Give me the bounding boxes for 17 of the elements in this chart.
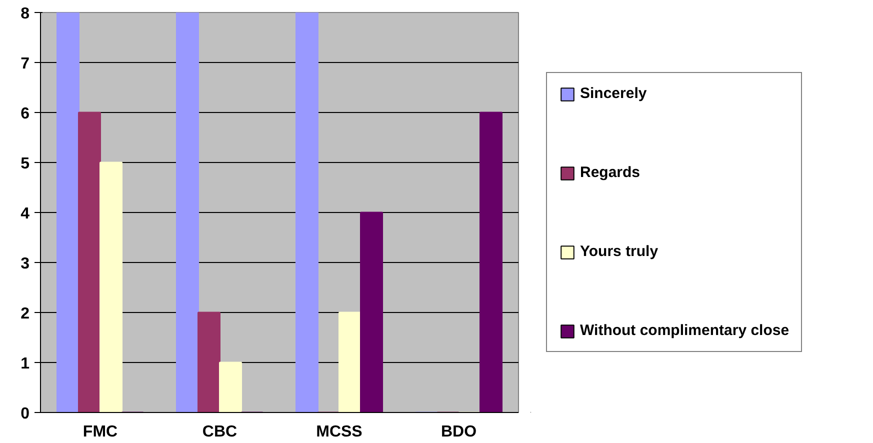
x-tick-label: BDO — [440, 424, 477, 440]
y-tick-label: 0 — [20, 406, 30, 422]
legend-label: Without complimentary close — [580, 322, 790, 339]
y-tick-label: 3 — [20, 256, 30, 272]
y-tick-label: 1 — [20, 356, 30, 372]
y-tick-label: 4 — [20, 206, 30, 222]
x-tick-label: MCSS — [316, 424, 363, 440]
y-tick-label: 8 — [20, 6, 30, 22]
legend-label: Regards — [580, 164, 640, 181]
legend-label: Sincerely — [580, 85, 647, 102]
legend-label: Yours truly — [580, 243, 658, 260]
y-tick-label: 6 — [20, 106, 30, 122]
y-tick-label: 5 — [20, 156, 30, 172]
y-tick-label: 7 — [20, 56, 30, 72]
x-tick-label: CBC — [202, 424, 238, 440]
x-tick-label: FMC — [82, 424, 118, 440]
y-tick-label: 2 — [20, 306, 30, 322]
